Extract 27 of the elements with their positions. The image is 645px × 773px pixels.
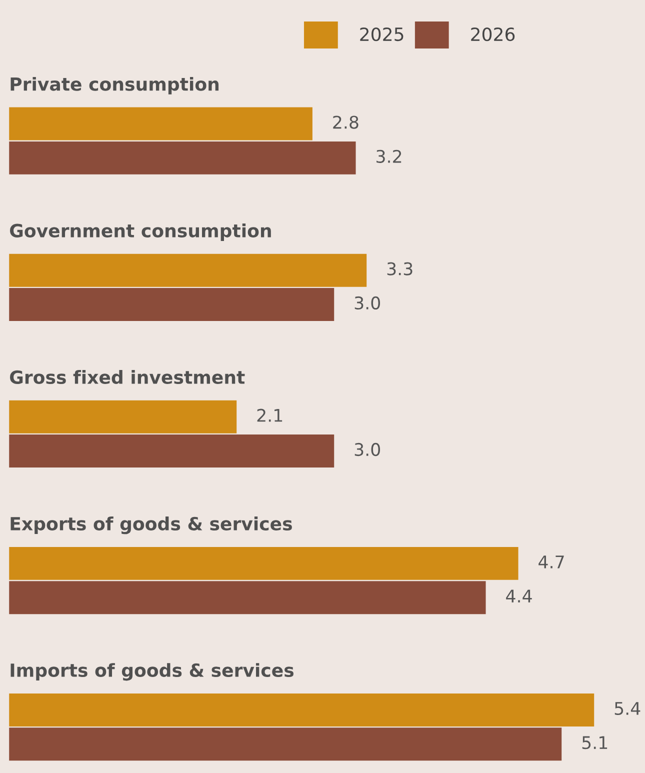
y-tick-label: Private consumption xyxy=(10,76,219,94)
bar xyxy=(9,254,367,287)
bar xyxy=(9,107,312,140)
y-tick-label: Gross fixed investment xyxy=(10,370,245,384)
y-tick-label: Exports of goods & services xyxy=(10,516,292,534)
data-label: 4.4 xyxy=(506,590,532,602)
bar xyxy=(9,581,486,614)
data-label: 3.3 xyxy=(387,262,412,276)
data-label: 4.7 xyxy=(538,556,564,568)
bar xyxy=(9,141,356,174)
data-label: 3.0 xyxy=(354,442,380,456)
legend-label: 2025 xyxy=(360,27,404,42)
bar xyxy=(9,546,518,580)
data-label: 2.8 xyxy=(333,116,358,129)
legend-label: 2026 xyxy=(471,27,515,42)
bar xyxy=(9,693,594,726)
y-tick-label: Imports of goods & services xyxy=(10,663,294,681)
data-label: 2.1 xyxy=(257,408,282,422)
data-label: 5.1 xyxy=(582,736,608,750)
data-label: 3.2 xyxy=(376,150,402,163)
bar xyxy=(9,728,562,761)
bar xyxy=(9,434,334,468)
bar xyxy=(9,400,237,434)
y-tick-label: Government consumption xyxy=(10,223,271,241)
data-label: 5.4 xyxy=(614,702,640,716)
bar xyxy=(9,288,334,321)
data-label: 3.0 xyxy=(354,296,380,310)
